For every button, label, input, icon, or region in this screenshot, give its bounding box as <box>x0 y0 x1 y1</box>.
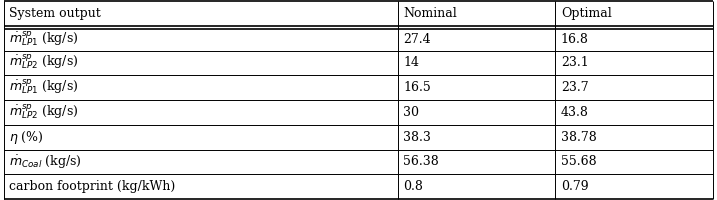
Text: 0.79: 0.79 <box>561 180 589 193</box>
Text: 27.4: 27.4 <box>403 33 431 46</box>
Text: 16.8: 16.8 <box>561 33 589 46</box>
Text: $\dot{m}^{sp}_{LP2}$ (kg/s): $\dot{m}^{sp}_{LP2}$ (kg/s) <box>9 103 79 122</box>
Text: $\eta$ (%): $\eta$ (%) <box>9 129 44 146</box>
Text: Optimal: Optimal <box>561 7 612 20</box>
Text: System output: System output <box>9 7 101 20</box>
Text: 55.68: 55.68 <box>561 155 597 168</box>
Text: 43.8: 43.8 <box>561 106 589 119</box>
Text: 56.38: 56.38 <box>403 155 439 168</box>
Text: $\dot{m}^{sp}_{LP2}$ (kg/s): $\dot{m}^{sp}_{LP2}$ (kg/s) <box>9 53 79 72</box>
Text: Nominal: Nominal <box>403 7 457 20</box>
Text: 16.5: 16.5 <box>403 81 431 94</box>
Text: 38.3: 38.3 <box>403 131 431 144</box>
Text: 14: 14 <box>403 56 419 69</box>
Text: $\dot{m}^{sp}_{LP1}$ (kg/s): $\dot{m}^{sp}_{LP1}$ (kg/s) <box>9 78 79 97</box>
Text: 0.8: 0.8 <box>403 180 423 193</box>
Text: 38.78: 38.78 <box>561 131 597 144</box>
Text: $\dot{m}_{Coal}$ (kg/s): $\dot{m}_{Coal}$ (kg/s) <box>9 153 82 171</box>
Text: 23.7: 23.7 <box>561 81 589 94</box>
Text: 23.1: 23.1 <box>561 56 589 69</box>
Text: 30: 30 <box>403 106 419 119</box>
Text: carbon footprint (kg/kWh): carbon footprint (kg/kWh) <box>9 180 176 193</box>
Text: $\dot{m}^{sp}_{LP1}$ (kg/s): $\dot{m}^{sp}_{LP1}$ (kg/s) <box>9 30 79 49</box>
